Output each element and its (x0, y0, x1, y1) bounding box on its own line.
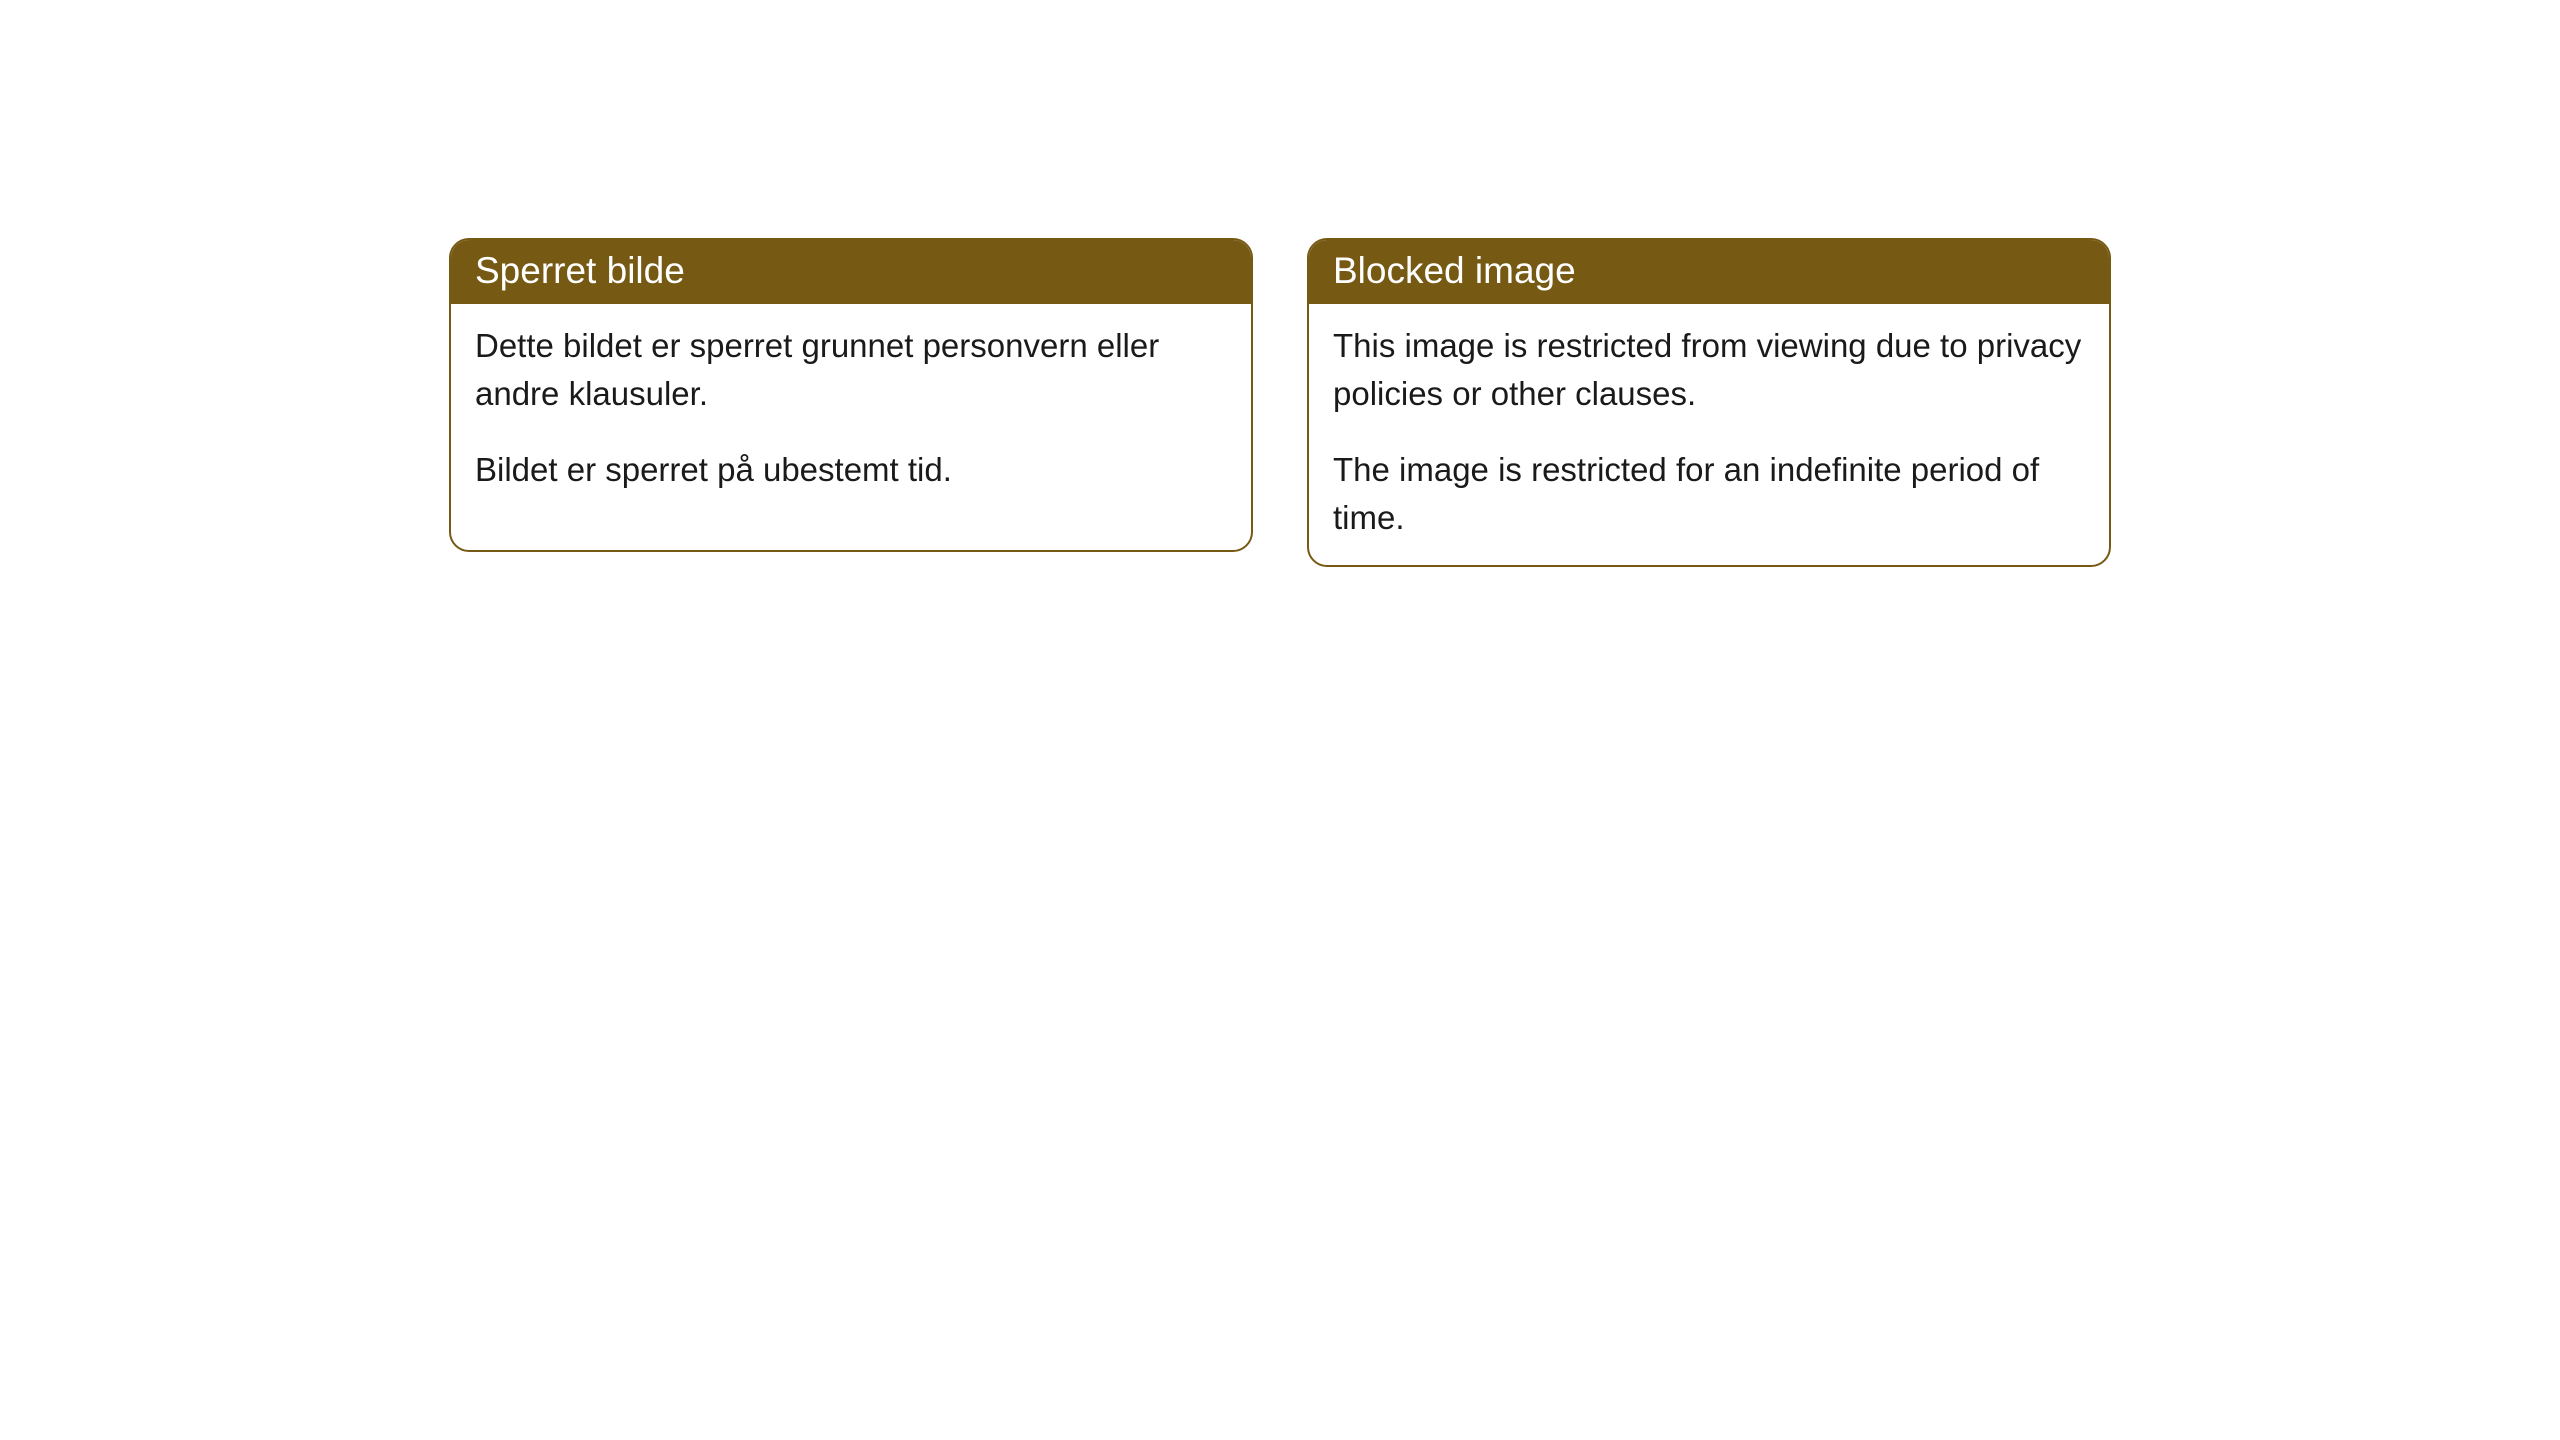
card-header-norwegian: Sperret bilde (451, 240, 1251, 304)
blocked-image-card-norwegian: Sperret bilde Dette bildet er sperret gr… (449, 238, 1253, 552)
blocked-image-card-english: Blocked image This image is restricted f… (1307, 238, 2111, 567)
card-paragraph-2-norwegian: Bildet er sperret på ubestemt tid. (475, 446, 1227, 494)
card-paragraph-1-norwegian: Dette bildet er sperret grunnet personve… (475, 322, 1227, 418)
card-body-norwegian: Dette bildet er sperret grunnet personve… (451, 304, 1251, 550)
card-paragraph-2-english: The image is restricted for an indefinit… (1333, 446, 2085, 542)
card-body-english: This image is restricted from viewing du… (1309, 304, 2109, 565)
cards-container: Sperret bilde Dette bildet er sperret gr… (449, 238, 2111, 1440)
card-header-english: Blocked image (1309, 240, 2109, 304)
card-paragraph-1-english: This image is restricted from viewing du… (1333, 322, 2085, 418)
